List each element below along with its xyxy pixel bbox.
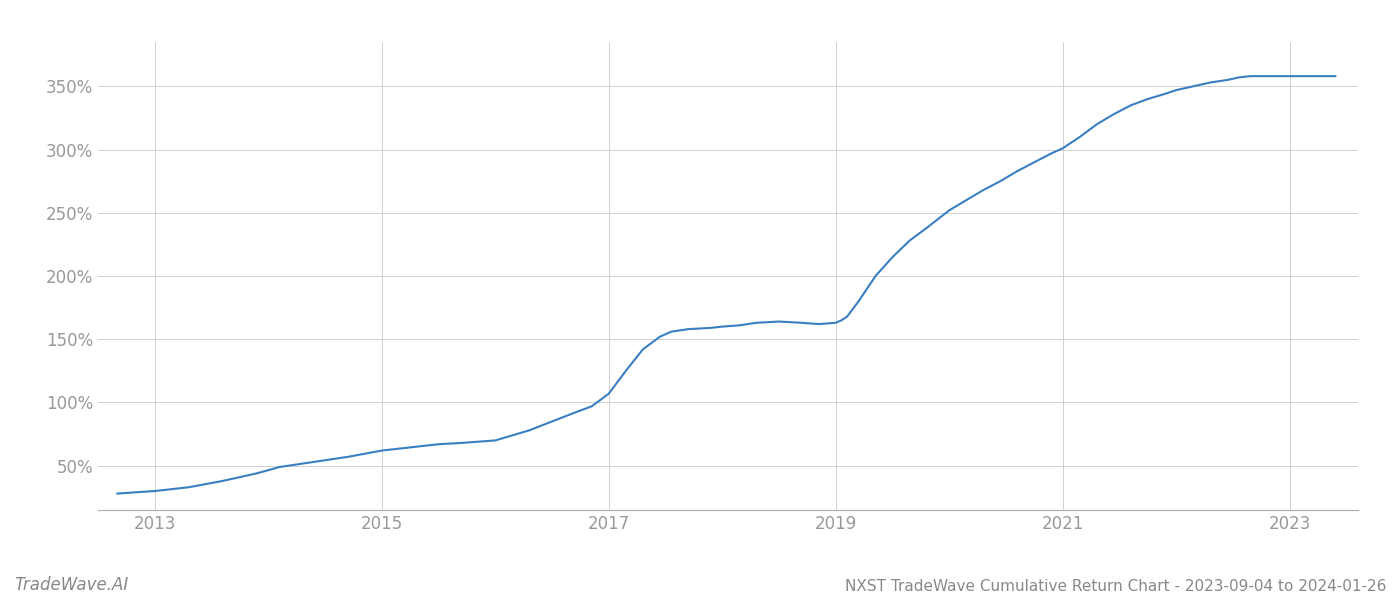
Text: NXST TradeWave Cumulative Return Chart - 2023-09-04 to 2024-01-26: NXST TradeWave Cumulative Return Chart -… [844, 579, 1386, 594]
Text: TradeWave.AI: TradeWave.AI [14, 576, 129, 594]
